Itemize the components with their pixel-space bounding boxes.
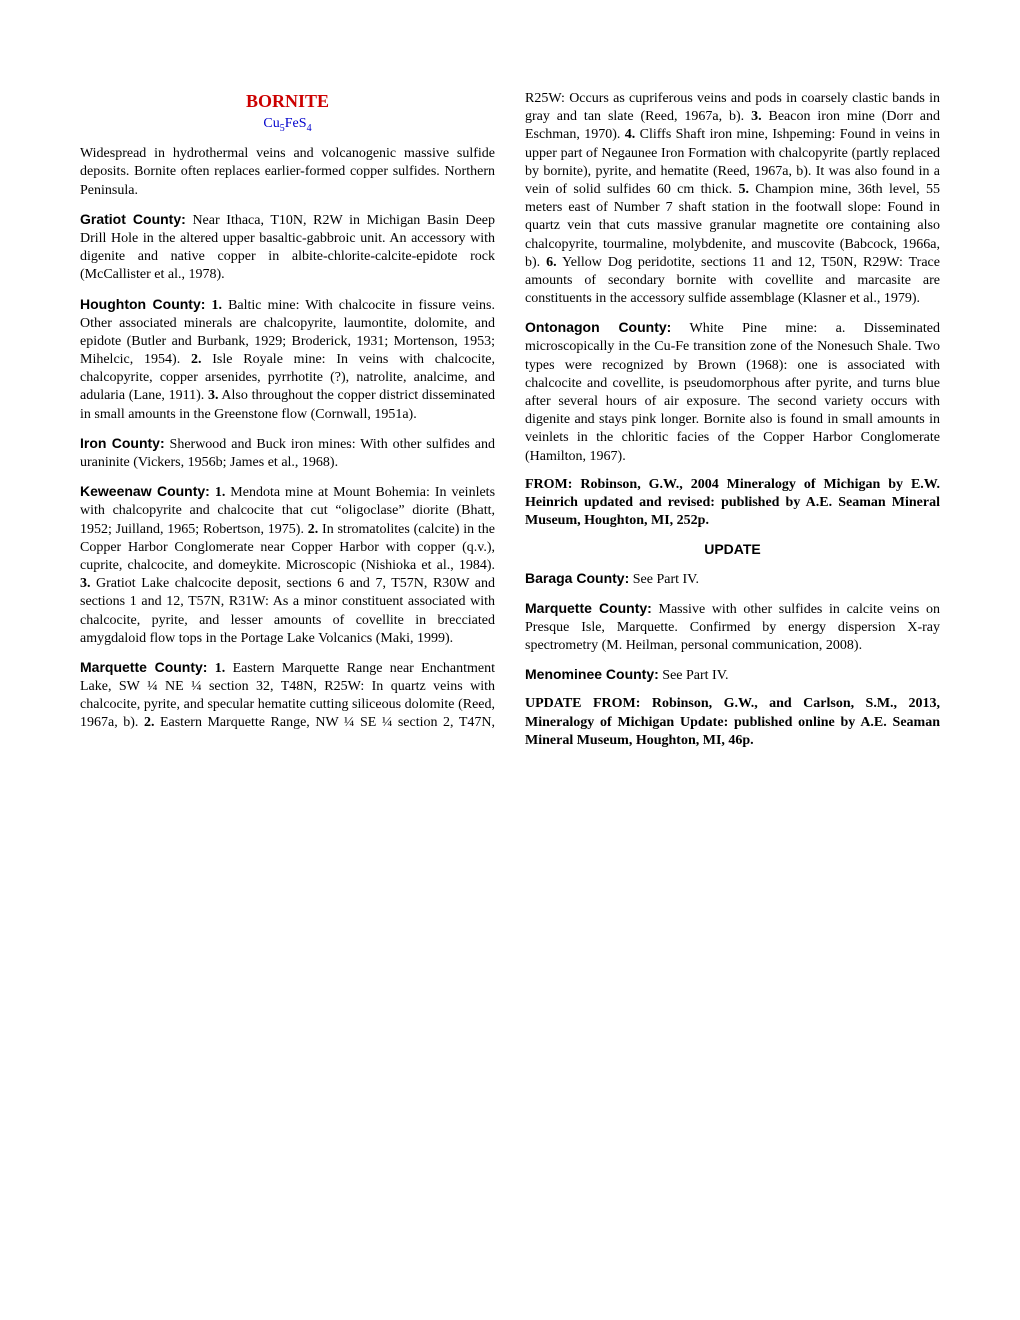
county-label: Menominee County:	[525, 666, 659, 682]
county-label: Iron County:	[80, 435, 165, 451]
county-label: Gratiot County:	[80, 211, 186, 227]
source-citation: FROM: Robinson, G.W., 2004 Mineralogy of…	[525, 476, 940, 531]
county-text: White Pine mine: a. Disseminated microsc…	[525, 321, 940, 463]
ontonagon-paragraph: Ontonagon County: White Pine mine: a. Di…	[525, 318, 940, 466]
entry-number: 1.	[215, 661, 226, 676]
county-label: Ontonagon County:	[525, 319, 671, 335]
formula-sub: 4	[307, 123, 312, 134]
entry-number: 1.	[212, 298, 223, 313]
document-body: BORNITE Cu5FeS4 Widespread in hydrotherm…	[80, 90, 940, 750]
county-label: Marquette County:	[80, 659, 207, 675]
county-label: Marquette County:	[525, 600, 652, 616]
formula-part: FeS	[285, 116, 307, 131]
county-text: See Part IV.	[659, 668, 729, 683]
intro-paragraph: Widespread in hydrothermal veins and vol…	[80, 145, 495, 200]
entry-number: 2.	[191, 352, 202, 367]
houghton-paragraph: Houghton County: 1. Baltic mine: With ch…	[80, 295, 495, 424]
entry-number: 2.	[144, 715, 155, 730]
entry-number: 3.	[208, 388, 219, 403]
entry-text: Yellow Dog peridotite, sections 11 and 1…	[525, 255, 940, 306]
marquette-update-paragraph: Marquette County: Massive with other sul…	[525, 599, 940, 656]
entry-number: 5.	[738, 182, 749, 197]
county-text: See Part IV.	[629, 572, 699, 587]
entry-text: Gratiot Lake chalcocite deposit, section…	[80, 576, 495, 646]
baraga-paragraph: Baraga County: See Part IV.	[525, 569, 940, 589]
update-heading: UPDATE	[525, 540, 940, 558]
iron-paragraph: Iron County: Sherwood and Buck iron mine…	[80, 434, 495, 472]
entry-number: 3.	[80, 576, 91, 591]
county-label: Keweenaw County:	[80, 483, 210, 499]
county-label: Houghton County:	[80, 296, 205, 312]
entry-number: 4.	[625, 127, 636, 142]
entry-number: 3.	[751, 109, 762, 124]
chemical-formula: Cu5FeS4	[80, 115, 495, 135]
mineral-title: BORNITE	[80, 90, 495, 113]
update-source-citation: UPDATE FROM: Robinson, G.W., and Carlson…	[525, 695, 940, 750]
formula-part: Cu	[263, 116, 279, 131]
county-label: Baraga County:	[525, 570, 629, 586]
gratiot-paragraph: Gratiot County: Near Ithaca, T10N, R2W i…	[80, 210, 495, 285]
keweenaw-paragraph: Keweenaw County: 1. Mendota mine at Moun…	[80, 482, 495, 648]
entry-number: 2.	[308, 522, 319, 537]
menominee-paragraph: Menominee County: See Part IV.	[525, 665, 940, 685]
entry-number: 1.	[215, 485, 226, 500]
entry-number: 6.	[546, 255, 557, 270]
